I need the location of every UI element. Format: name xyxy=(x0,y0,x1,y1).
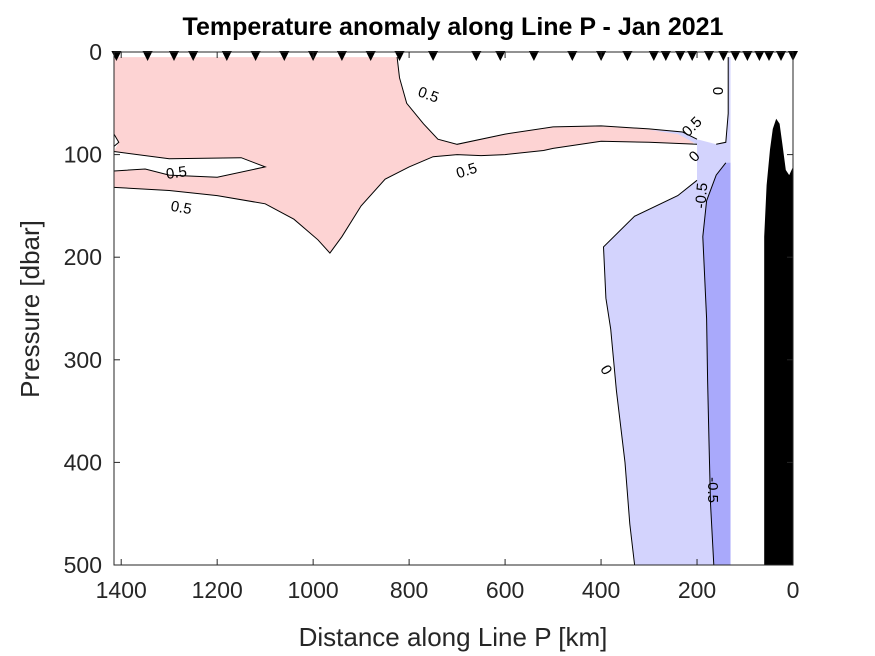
contour-line-5 xyxy=(602,179,698,566)
station-marker xyxy=(221,51,232,61)
station-marker xyxy=(495,51,506,61)
filled-regions xyxy=(114,52,793,566)
station-marker xyxy=(718,51,729,61)
chart-title: Temperature anomaly along Line P - Jan 2… xyxy=(183,13,724,41)
x-axis-label: Distance along Line P [km] xyxy=(299,622,608,652)
x-tick-label: 600 xyxy=(486,577,524,603)
station-marker xyxy=(365,51,376,61)
y-tick-label: 0 xyxy=(89,39,102,65)
station-marker xyxy=(648,51,659,61)
x-tick-label: 800 xyxy=(390,577,428,603)
y-tick-label: 500 xyxy=(64,552,102,578)
contour-label: -0.5 xyxy=(692,182,711,209)
station-marker xyxy=(188,51,199,61)
contour-label: 0.5 xyxy=(416,84,441,107)
station-marker xyxy=(142,51,153,61)
region-neutral xyxy=(730,52,765,565)
station-markers xyxy=(111,51,798,61)
x-tick-label: 400 xyxy=(582,577,620,603)
contour-label: 0.5 xyxy=(454,160,479,183)
station-marker xyxy=(336,51,347,61)
station-marker xyxy=(730,51,741,61)
x-tick-label: 200 xyxy=(678,577,716,603)
y-axis-label: Pressure [dbar] xyxy=(15,220,45,398)
station-marker xyxy=(776,51,786,61)
x-tick-label: 1400 xyxy=(96,577,147,603)
station-marker xyxy=(660,51,671,61)
contour-line-0 xyxy=(396,57,698,145)
contour-line-1 xyxy=(113,140,698,254)
station-marker xyxy=(471,51,482,61)
axes-frame xyxy=(113,51,794,566)
contour-line-6 xyxy=(702,162,727,566)
contour-line-4 xyxy=(716,57,729,145)
x-tick-label: 1000 xyxy=(288,577,339,603)
station-marker xyxy=(528,51,539,61)
station-marker xyxy=(428,51,439,61)
station-marker xyxy=(742,51,753,61)
x-tick-label: 1200 xyxy=(192,577,243,603)
contour-lines xyxy=(113,57,729,566)
contour-label: -0.5 xyxy=(704,477,721,503)
station-marker xyxy=(622,51,633,61)
contour-label: 0.5 xyxy=(165,163,188,183)
contour-line-3 xyxy=(113,133,120,147)
y-tick-label: 300 xyxy=(64,347,102,373)
y-tick-label: 100 xyxy=(64,142,102,168)
region-bathymetry xyxy=(764,118,793,565)
x-tick-label: 0 xyxy=(787,577,800,603)
station-marker xyxy=(704,51,714,61)
y-tick-label: 200 xyxy=(64,244,102,270)
contour-line-2 xyxy=(113,151,267,178)
station-marker xyxy=(567,51,578,61)
contour-label: 0 xyxy=(710,87,727,95)
contour-label: 0.5 xyxy=(169,198,192,218)
y-tick-label: 400 xyxy=(64,449,102,475)
axes: 1400 1200 1000 800 600 400 200 0 0 100 200 300 400 50… xyxy=(64,39,800,603)
station-marker xyxy=(754,51,765,61)
station-marker xyxy=(675,51,686,61)
station-marker xyxy=(250,51,261,61)
station-marker xyxy=(169,51,179,61)
station-marker xyxy=(764,51,774,61)
station-marker xyxy=(279,51,290,61)
station-marker xyxy=(394,51,405,61)
station-marker xyxy=(687,51,698,61)
region-warm-above-0-5 xyxy=(114,57,697,254)
region-cool-below-0 xyxy=(603,57,731,565)
